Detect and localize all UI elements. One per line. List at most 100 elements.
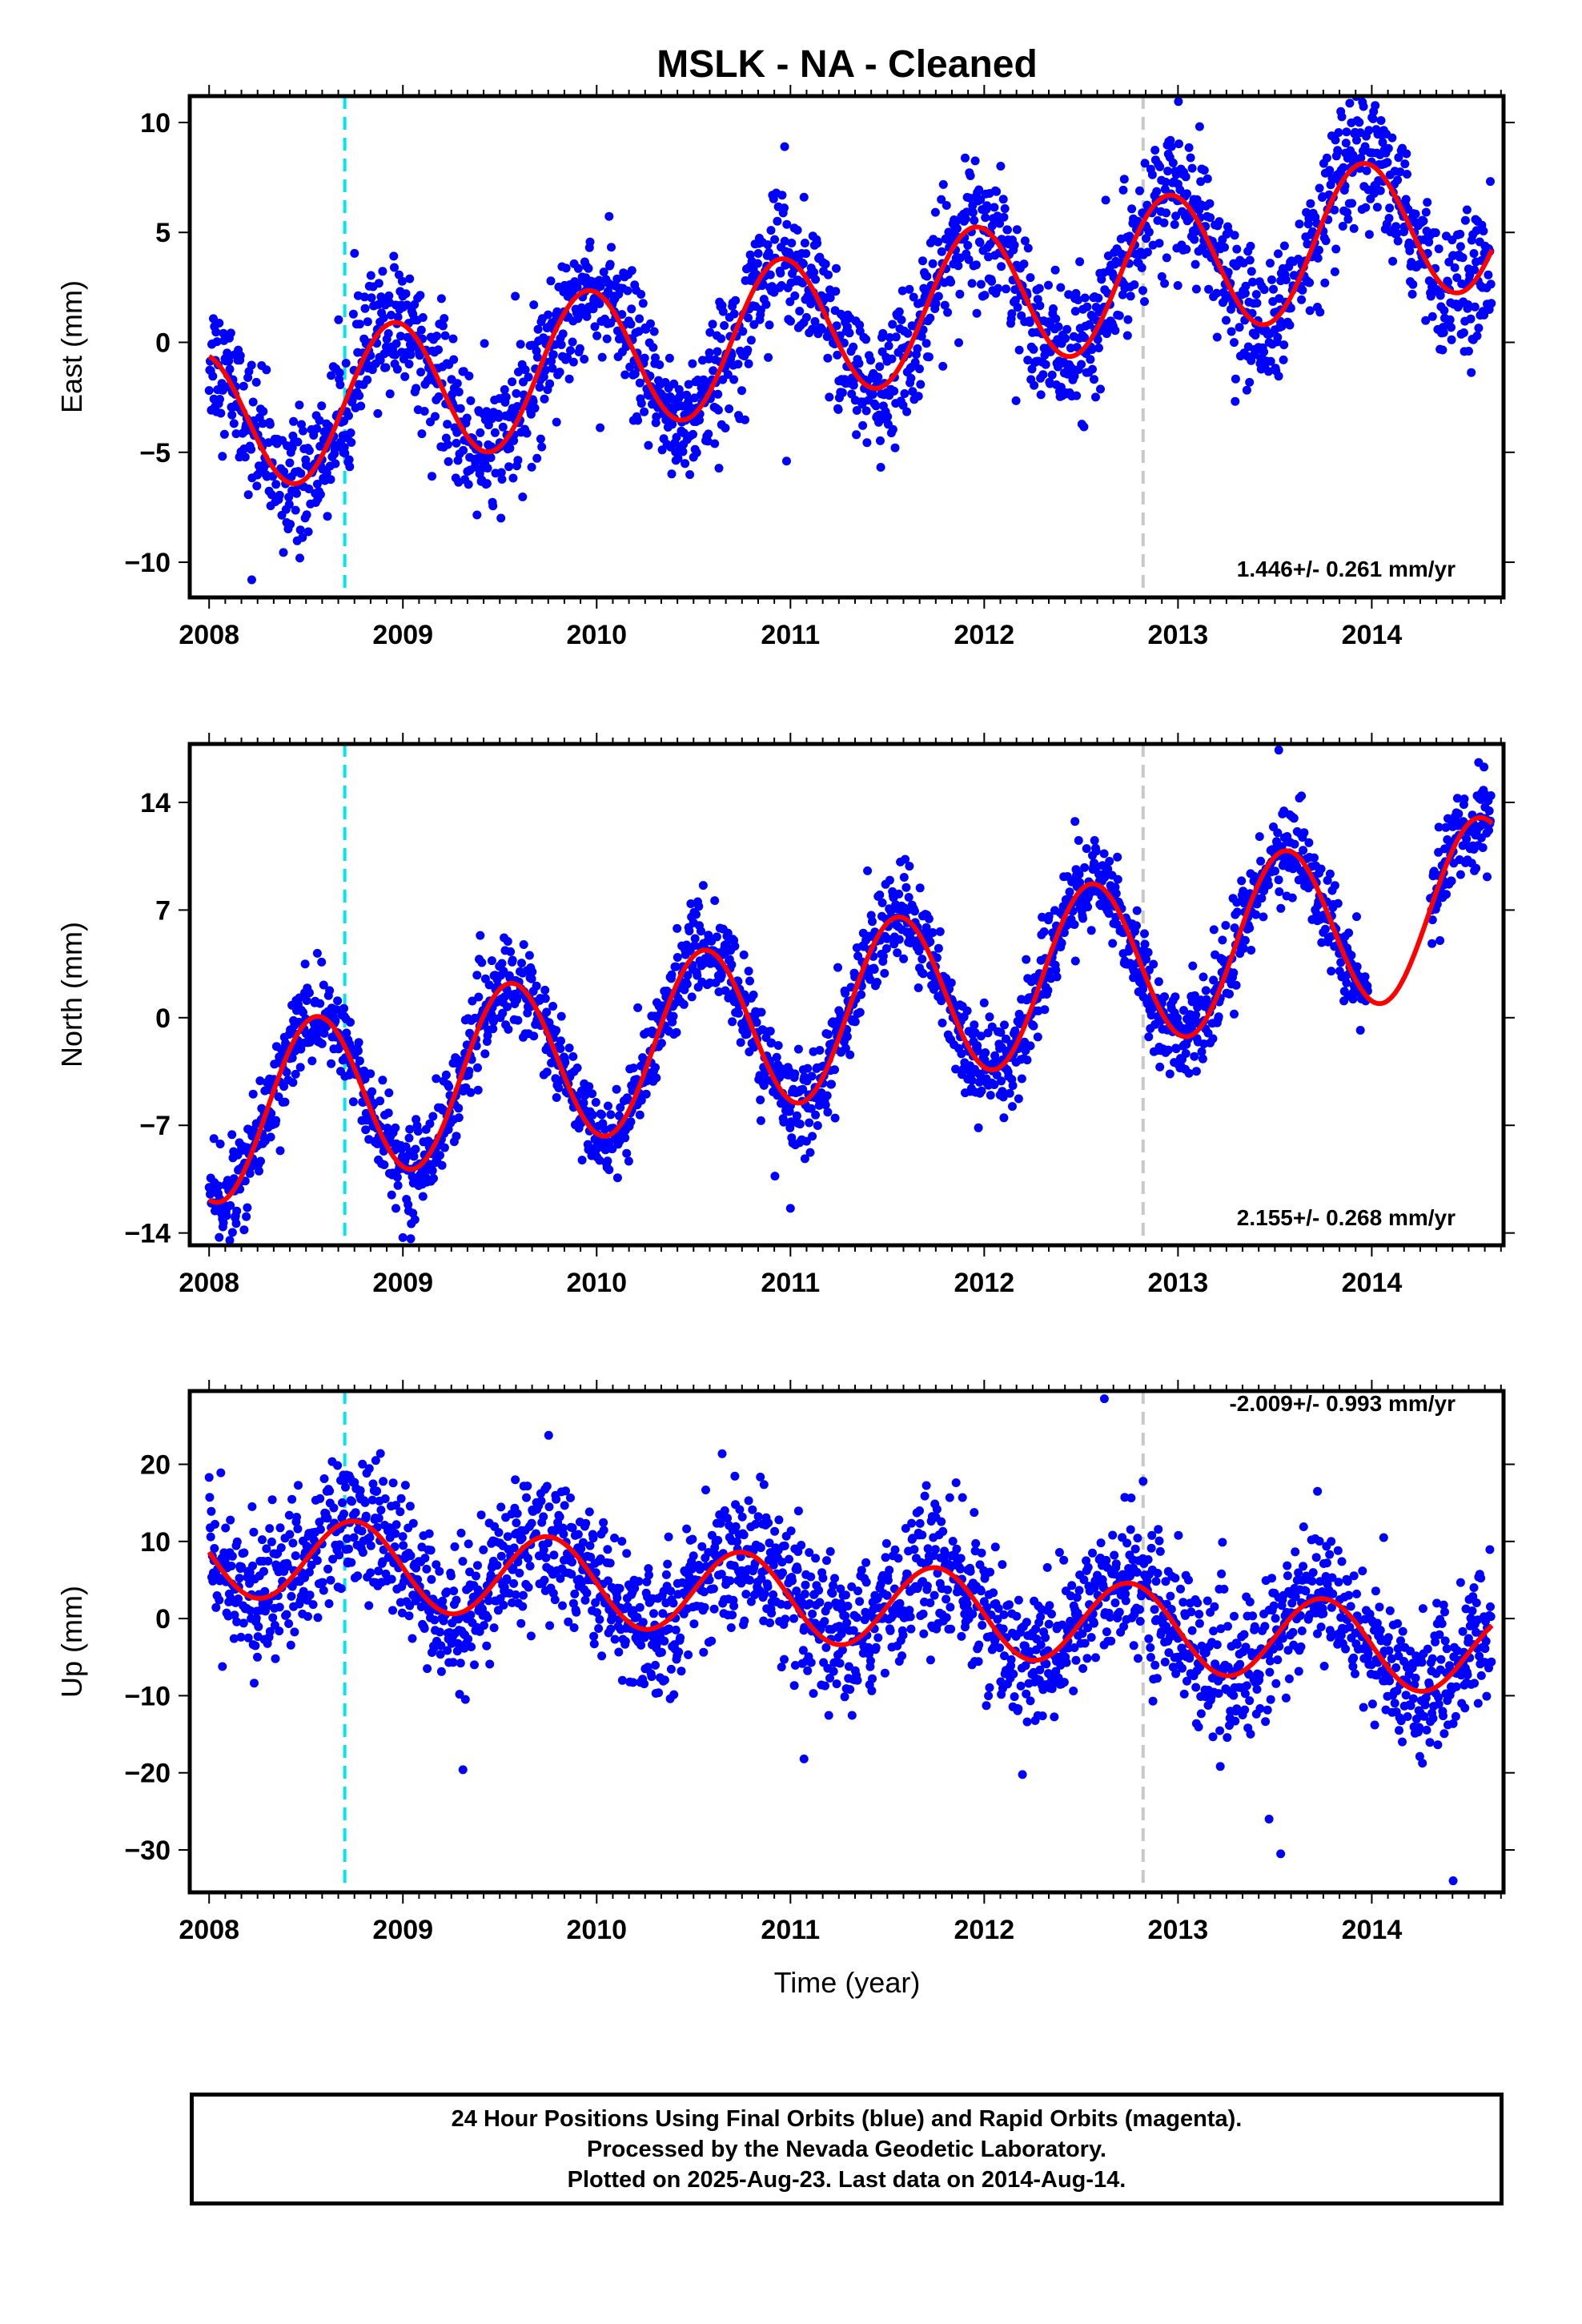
- data-point: [1434, 822, 1443, 832]
- data-point: [1064, 290, 1074, 300]
- data-point: [466, 396, 476, 405]
- data-point: [442, 1587, 452, 1597]
- data-point: [868, 917, 877, 927]
- data-point: [1338, 222, 1347, 231]
- data-point: [605, 1137, 614, 1147]
- x-tick-label: 2014: [1342, 620, 1403, 650]
- data-point: [324, 1599, 334, 1608]
- data-point: [289, 416, 299, 426]
- data-point: [542, 1007, 552, 1017]
- data-point: [503, 1532, 512, 1542]
- x-tick-label: 2013: [1148, 620, 1209, 650]
- data-point: [560, 1058, 570, 1068]
- data-point: [1138, 286, 1147, 296]
- data-point: [904, 893, 913, 902]
- rate-label: 1.446+/- 0.261 mm/yr: [1237, 557, 1456, 581]
- data-point: [544, 1430, 553, 1440]
- data-point: [1458, 253, 1468, 263]
- data-point: [374, 279, 383, 288]
- data-point: [888, 320, 897, 329]
- data-point: [832, 263, 841, 273]
- data-point: [319, 1474, 329, 1483]
- data-point: [444, 456, 453, 466]
- data-point: [266, 1132, 275, 1142]
- data-point: [805, 1118, 814, 1128]
- data-point: [473, 1085, 483, 1095]
- data-point: [1287, 893, 1297, 903]
- data-point: [1343, 207, 1352, 217]
- data-point: [590, 322, 600, 332]
- data-point: [875, 362, 885, 372]
- data-point: [229, 419, 239, 428]
- data-point: [464, 1539, 473, 1549]
- data-point: [226, 1515, 235, 1525]
- data-point: [291, 1069, 300, 1079]
- data-point: [894, 889, 904, 899]
- data-point: [721, 424, 730, 432]
- data-point: [473, 1585, 483, 1594]
- data-point: [1480, 762, 1489, 772]
- data-point: [921, 923, 931, 932]
- data-point: [962, 1006, 972, 1015]
- data-point: [627, 304, 636, 314]
- data-point: [504, 1024, 513, 1034]
- data-point: [865, 975, 875, 984]
- data-point: [704, 429, 713, 439]
- data-point: [293, 1524, 303, 1534]
- data-point: [358, 1548, 367, 1557]
- data-point: [1147, 1003, 1157, 1013]
- data-point: [556, 1044, 565, 1053]
- y-tick-label: −7: [139, 1111, 171, 1141]
- data-point: [323, 512, 332, 521]
- data-point: [1411, 209, 1420, 219]
- data-point: [652, 1073, 661, 1083]
- data-point: [378, 1076, 387, 1085]
- data-point: [1171, 211, 1181, 221]
- data-point: [1113, 852, 1122, 862]
- data-points: [204, 1394, 1496, 1886]
- data-point: [286, 520, 295, 529]
- data-point: [1299, 846, 1308, 855]
- data-point: [1072, 391, 1082, 400]
- data-point: [827, 1080, 836, 1089]
- data-point: [588, 1089, 597, 1099]
- data-point: [384, 1088, 394, 1098]
- data-point: [412, 1563, 421, 1573]
- data-point: [764, 352, 773, 362]
- data-point: [842, 1032, 852, 1041]
- data-point: [957, 1049, 966, 1059]
- data-point: [1132, 921, 1141, 931]
- data-point: [808, 1132, 817, 1141]
- data-point: [568, 1523, 577, 1533]
- data-point: [441, 1070, 451, 1080]
- data-point: [293, 437, 303, 447]
- data-point: [773, 216, 782, 226]
- data-point: [408, 1634, 417, 1643]
- data-point: [282, 1068, 291, 1077]
- data-point: [1140, 297, 1149, 306]
- model-curve: [207, 814, 1494, 1205]
- data-point: [350, 248, 359, 258]
- x-tick-label: 2008: [179, 1268, 239, 1298]
- data-point: [512, 1518, 521, 1528]
- data-point: [319, 980, 328, 990]
- data-point: [1486, 279, 1496, 289]
- data-point: [418, 313, 428, 322]
- data-point: [498, 1008, 508, 1018]
- data-point: [1163, 167, 1173, 176]
- data-point: [1181, 1049, 1191, 1058]
- data-point: [1038, 370, 1048, 380]
- data-point: [1101, 195, 1110, 205]
- data-point: [665, 353, 674, 363]
- data-point: [338, 1498, 347, 1507]
- y-axis-label: North (mm): [55, 922, 88, 1068]
- data-point: [999, 212, 1009, 222]
- data-point: [1239, 887, 1248, 896]
- data-point: [836, 1009, 845, 1019]
- data-point: [1232, 907, 1242, 917]
- data-point: [800, 239, 809, 247]
- data-point: [391, 1520, 401, 1530]
- data-point: [857, 990, 866, 999]
- data-point: [347, 438, 356, 447]
- data-point: [1080, 293, 1090, 303]
